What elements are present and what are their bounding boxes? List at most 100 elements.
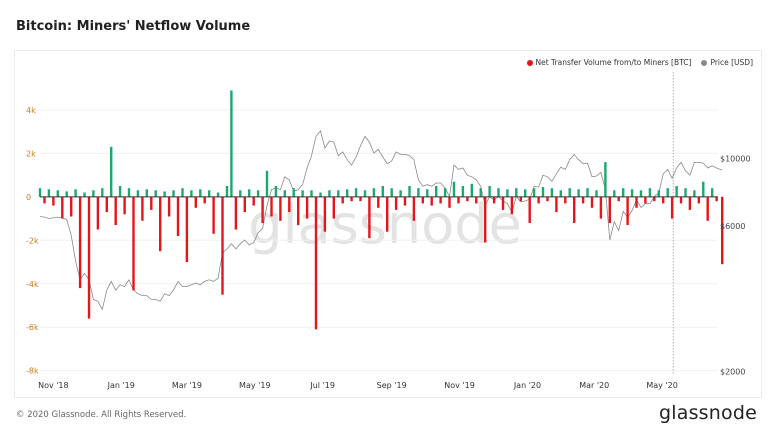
x-tick-label: Jan '20 [513, 381, 541, 390]
y-tick-label: -8k [26, 367, 39, 376]
inflow-bar [532, 188, 536, 197]
inflow-bar [524, 189, 527, 197]
outflow-bar [52, 196, 55, 206]
inflow-bar [310, 190, 313, 197]
outflow-bar [167, 196, 171, 217]
outflow-bar [185, 196, 189, 263]
inflow-bar [488, 186, 491, 197]
outflow-bar [70, 196, 73, 217]
watermark: glassnode [248, 193, 521, 256]
outflow-bar [61, 196, 64, 219]
outflow-bar [132, 196, 135, 291]
outflow-bar [212, 196, 215, 234]
y-tick-label: -2k [26, 236, 39, 245]
inflow-bar [110, 146, 113, 197]
inflow-bar [470, 183, 473, 197]
outflow-bar [78, 196, 82, 289]
inflow-bar [657, 190, 660, 197]
legend-item-price[interactable]: Price [USD] [701, 58, 753, 67]
inflow-bar [47, 189, 51, 197]
outflow-bar [501, 196, 505, 210]
inflow-bar [559, 190, 562, 197]
outflow-bar [243, 196, 246, 213]
outflow-bar [484, 196, 487, 243]
x-tick-label: Jul '19 [309, 381, 335, 390]
inflow-bar [604, 162, 607, 197]
outflow-bar [386, 196, 389, 232]
outflow-bar [688, 196, 692, 210]
inflow-bar [74, 189, 77, 197]
outflow-bar [150, 196, 153, 210]
outflow-bar [194, 196, 197, 208]
inflow-bar [372, 188, 376, 197]
inflow-bar [292, 188, 295, 197]
outflow-bar [653, 196, 656, 202]
x-tick-label: Jan '19 [107, 381, 135, 390]
inflow-bar [452, 181, 456, 197]
axes: 4k 2k 0 -2k -4k -6k -8k $10000 $6000 $2000 Nov '18… [26, 106, 751, 390]
inflow-bar [136, 190, 140, 197]
outflow-bar [203, 196, 206, 204]
inflow-bar [283, 190, 286, 197]
price-tick-label: $2000 [720, 368, 745, 377]
glassnode-logo: glassnode [659, 402, 757, 424]
y-tick-label: -4k [26, 280, 39, 289]
inflow-bar [390, 188, 393, 197]
inflow-bar [265, 170, 269, 197]
inflow-bar [181, 188, 184, 197]
outflow-bar [234, 196, 238, 230]
x-tick-label: Nov '19 [444, 381, 475, 390]
outflow-bar [141, 196, 144, 221]
legend-item-netflow[interactable]: Net Transfer Volume from/to Miners [BTC] [526, 58, 692, 67]
outflow-bar [492, 196, 496, 204]
outflow-bar [564, 196, 567, 204]
x-tick-label: May '19 [239, 381, 270, 390]
y-tick-label: -6k [26, 323, 39, 332]
x-tick-label: Mar '20 [579, 381, 609, 390]
outflow-bar [394, 196, 398, 210]
inflow-bar [92, 190, 95, 197]
inflow-bar [216, 192, 220, 197]
outflow-bar [590, 196, 594, 208]
inflow-bar [666, 188, 669, 197]
outflow-bar [368, 196, 371, 239]
outflow-bar [279, 196, 282, 221]
inflow-bar [248, 189, 251, 197]
outflow-bar [573, 196, 576, 223]
inflow-bar [417, 188, 420, 197]
outflow-bar [706, 196, 709, 221]
outflow-bar [448, 196, 451, 208]
outflow-bar [314, 196, 318, 330]
inflow-bar [443, 188, 447, 197]
inflow-bar [239, 190, 242, 197]
inflow-bar [56, 190, 59, 197]
outflow-bar [430, 196, 433, 206]
inflow-bar [127, 188, 131, 197]
legend-label-netflow: Net Transfer Volume from/to Miners [BTC] [535, 58, 692, 67]
inflow-bar [354, 188, 358, 197]
outflow-bar [475, 196, 478, 204]
inflow-bar [328, 190, 331, 197]
outflow-bar [350, 196, 353, 202]
inflow-bar [163, 191, 166, 197]
outflow-bar [252, 196, 255, 206]
x-tick-label: Mar '19 [172, 381, 202, 390]
outflow-bar [608, 196, 611, 223]
inflow-bar [225, 186, 229, 197]
outflow-bar [221, 196, 224, 295]
red-dot-icon [526, 60, 533, 66]
y-tick-label: 4k [26, 106, 36, 115]
inflow-bar [684, 188, 687, 197]
inflow-bar [199, 189, 202, 197]
outflow-bar [439, 196, 442, 204]
outflow-bar [679, 196, 683, 204]
outflow-bar [626, 196, 629, 226]
inflow-bar [301, 190, 304, 197]
inflow-bar [497, 188, 500, 197]
inflow-bar [408, 186, 411, 197]
outflow-bar [721, 196, 724, 265]
inflow-bar [702, 181, 705, 197]
outflow-bar [537, 196, 540, 204]
inflow-bar [648, 188, 652, 197]
